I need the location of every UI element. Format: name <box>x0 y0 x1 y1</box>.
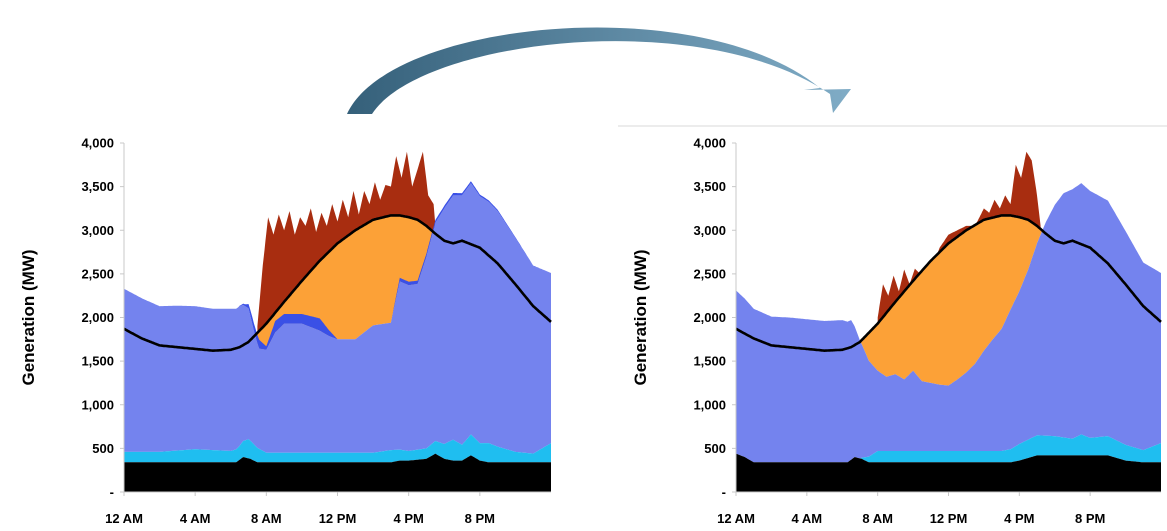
chart-after: - 500 1,000 1,500 2,000 2,500 3,000 3,500 4,000 1… <box>631 136 1162 526</box>
x-tick-label: 4 AM <box>792 511 823 526</box>
y-tick-label: 3,000 <box>81 223 114 238</box>
x-tick-label: 12 PM <box>319 511 357 526</box>
y-tick-label: - <box>110 485 114 500</box>
y-tick-label: 2,000 <box>81 310 114 325</box>
transition-arrow <box>347 27 851 114</box>
x-tick-label: 12 PM <box>930 511 968 526</box>
series-solar <box>736 183 1161 386</box>
series-other <box>736 183 1161 463</box>
series-imports <box>736 434 1161 463</box>
x-tick-label: 12 AM <box>717 511 755 526</box>
x-tick-label: 4 PM <box>393 511 423 526</box>
y-tick-label: 3,500 <box>81 179 114 194</box>
y-tick-label: 1,000 <box>81 397 114 412</box>
series-load-line <box>123 214 552 353</box>
x-tick-label: 4 AM <box>180 511 211 526</box>
y-tick-label: 2,500 <box>693 266 726 281</box>
series-load-line <box>735 214 1162 353</box>
chart-before: - 500 1,000 1,500 2,000 2,500 3,000 3,500 4,000 1… <box>19 136 552 526</box>
series-imports <box>124 434 551 463</box>
y-axis-title: Generation (MW) <box>631 250 650 386</box>
series-baseload <box>124 453 551 492</box>
y-tick-label: 1,500 <box>693 354 726 369</box>
x-tick-label: 12 AM <box>105 511 143 526</box>
x-tick-label: 8 PM <box>1075 511 1105 526</box>
x-tick-label: 4 PM <box>1004 511 1034 526</box>
y-tick-label: 2,000 <box>693 310 726 325</box>
y-tick-label: 1,500 <box>81 354 114 369</box>
series-baseload <box>736 453 1161 492</box>
x-tick-label: 8 AM <box>862 511 893 526</box>
series-curtailment <box>257 151 436 333</box>
y-tick-label: - <box>722 485 726 500</box>
x-tick-label: 8 AM <box>251 511 282 526</box>
series-curtailment <box>877 151 1041 324</box>
y-tick-label: 3,000 <box>693 223 726 238</box>
y-tick-label: 4,000 <box>81 136 114 151</box>
y-axis-title: Generation (MW) <box>19 250 38 386</box>
y-tick-label: 4,000 <box>693 136 726 151</box>
series-solar <box>124 183 551 350</box>
y-tick-label: 500 <box>704 441 726 456</box>
y-tick-label: 3,500 <box>693 179 726 194</box>
transition-arrow-body <box>347 27 851 114</box>
y-tick-label: 500 <box>92 441 114 456</box>
series-other <box>124 183 551 454</box>
y-tick-label: 2,500 <box>81 266 114 281</box>
y-tick-label: 1,000 <box>693 397 726 412</box>
x-tick-label: 8 PM <box>465 511 495 526</box>
